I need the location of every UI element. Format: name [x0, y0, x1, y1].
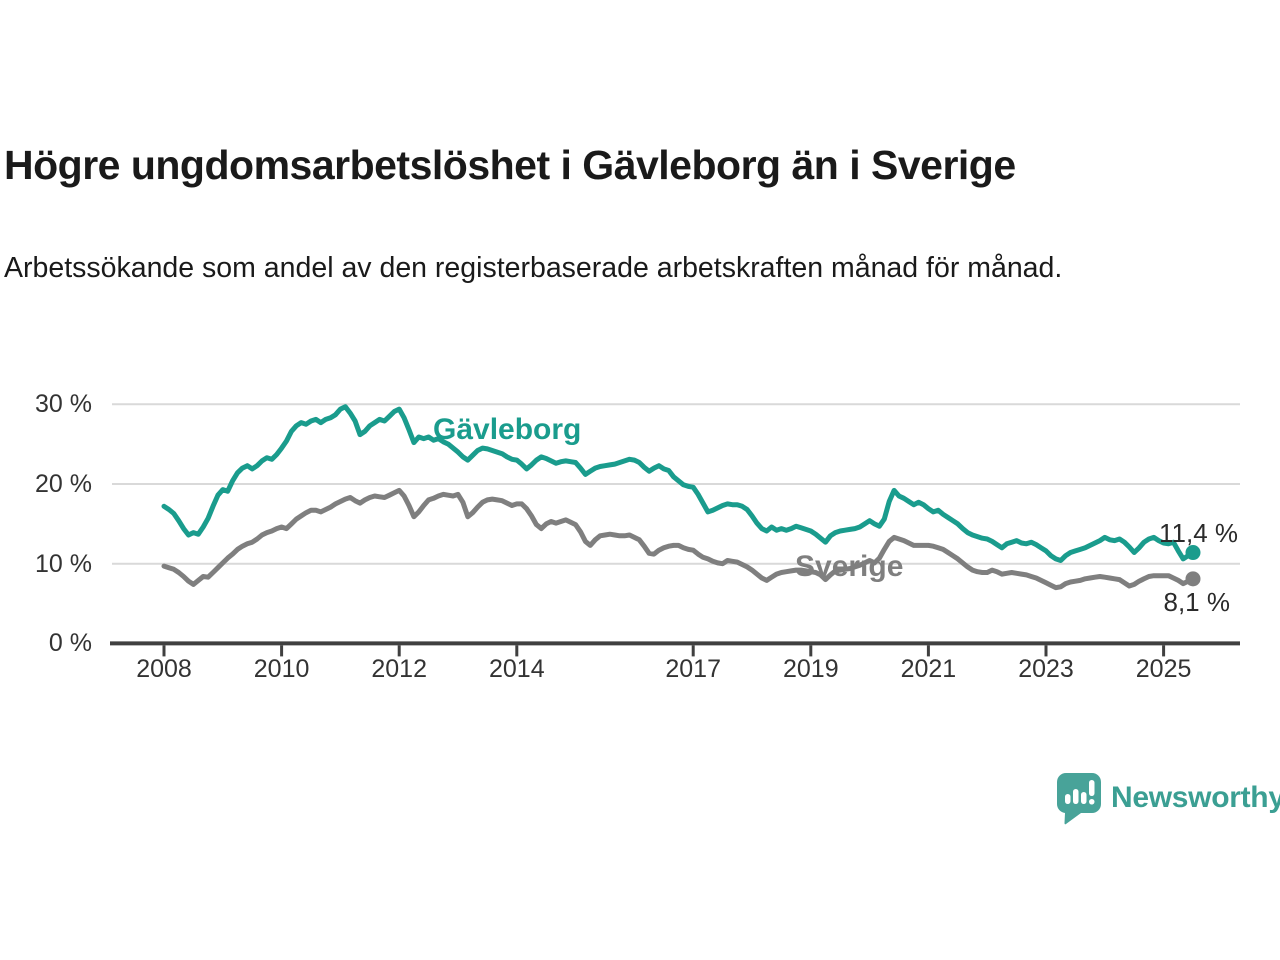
x-tick-label: 2025 [1135, 655, 1192, 683]
y-tick-label: 0 % [48, 629, 92, 658]
x-tick-label: 2014 [488, 655, 545, 683]
newsworthy-logo-text: Newsworthy [1111, 781, 1280, 814]
x-tick-label: 2010 [253, 655, 310, 683]
page-title: Högre ungdomsarbetslöshet i Gävleborg än… [4, 142, 1016, 188]
x-tick-label: 2019 [782, 655, 839, 683]
x-tick-label: 2008 [136, 655, 192, 683]
y-tick-label: 30 % [35, 390, 92, 419]
y-tick-label: 20 % [35, 470, 92, 498]
series-label-sverige: Sverige [795, 550, 904, 583]
end-value-label-sverige: 8,1 % [1163, 587, 1231, 617]
y-tick-label: 10 % [35, 549, 92, 578]
series-label-gavleborg: Gävleborg [433, 413, 582, 446]
end-dot-sverige [1185, 571, 1201, 587]
newsworthy-logo: Newsworthy [1056, 773, 1280, 825]
x-tick-label: 2021 [900, 655, 957, 683]
chart-subtitle: Arbetssökande som andel av den registerb… [4, 252, 1063, 284]
line-series-sverige [161, 487, 1196, 591]
x-tick-label: 2017 [665, 655, 721, 683]
line-series-gävleborg [161, 404, 1196, 563]
x-tick-label: 2023 [1018, 655, 1074, 683]
end-dot-gävleborg [1185, 545, 1201, 561]
end-value-label-gavleborg: 11,4 % [1158, 518, 1238, 548]
x-tick-label: 2012 [371, 655, 427, 683]
bar-chart-speech-bubble-icon [1056, 773, 1101, 825]
